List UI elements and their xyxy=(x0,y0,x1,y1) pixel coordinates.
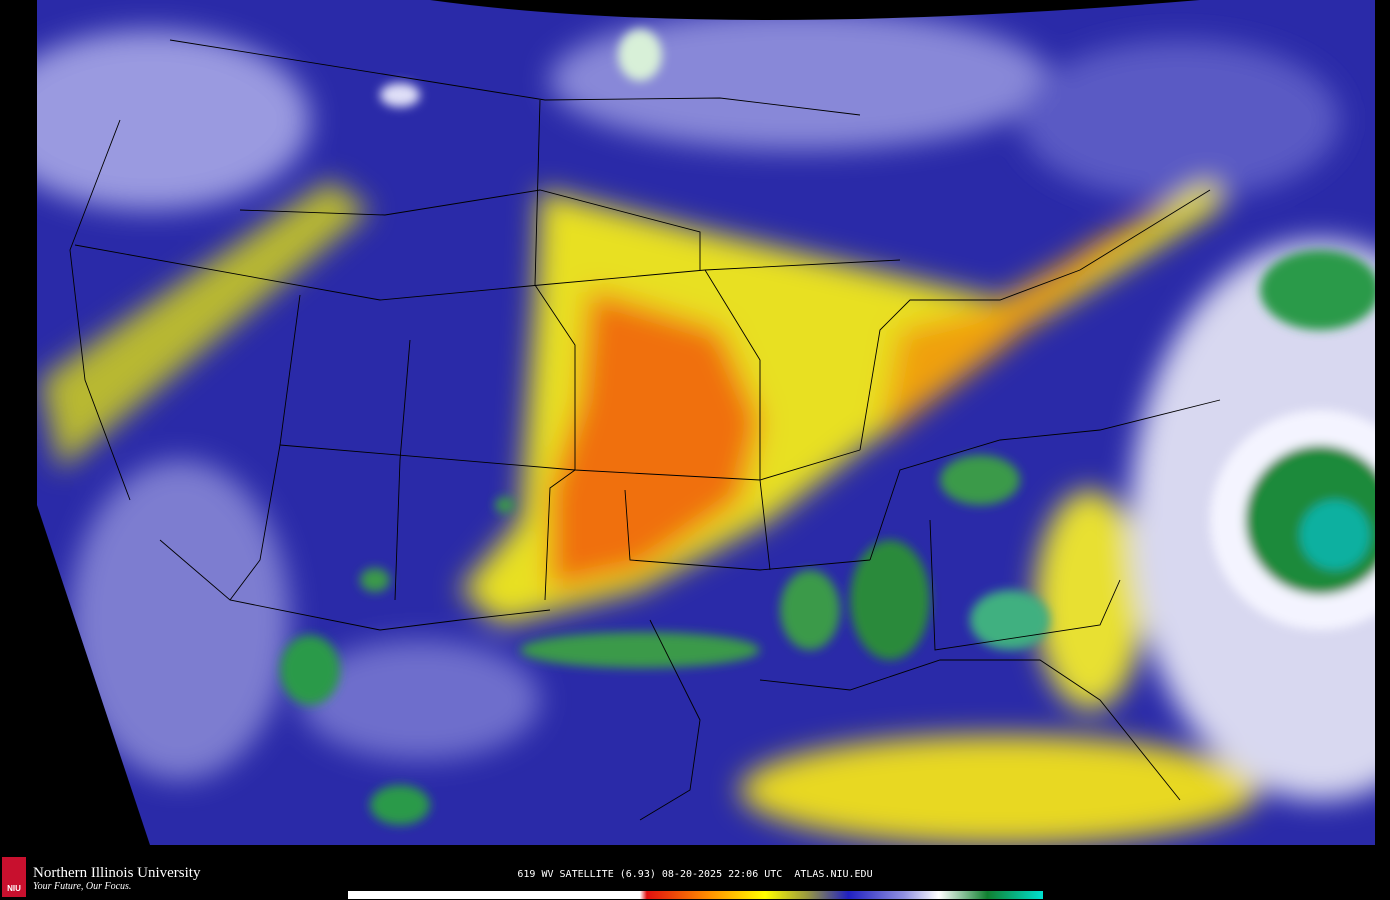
logo-name: Northern Illinois University xyxy=(33,865,201,881)
color-bar xyxy=(348,891,1043,899)
logo-mark: NIU xyxy=(7,884,21,893)
logo: NIU Northern Illinois University Your Fu… xyxy=(2,857,201,897)
logo-badge xyxy=(2,857,26,897)
boundaries xyxy=(69,39,1221,821)
logo-tagline: Your Future, Our Focus. xyxy=(33,881,131,892)
caption: 619 WV SATELLITE (6.93) 08-20-2025 22:06… xyxy=(517,869,872,880)
top-mask xyxy=(430,0,1200,20)
